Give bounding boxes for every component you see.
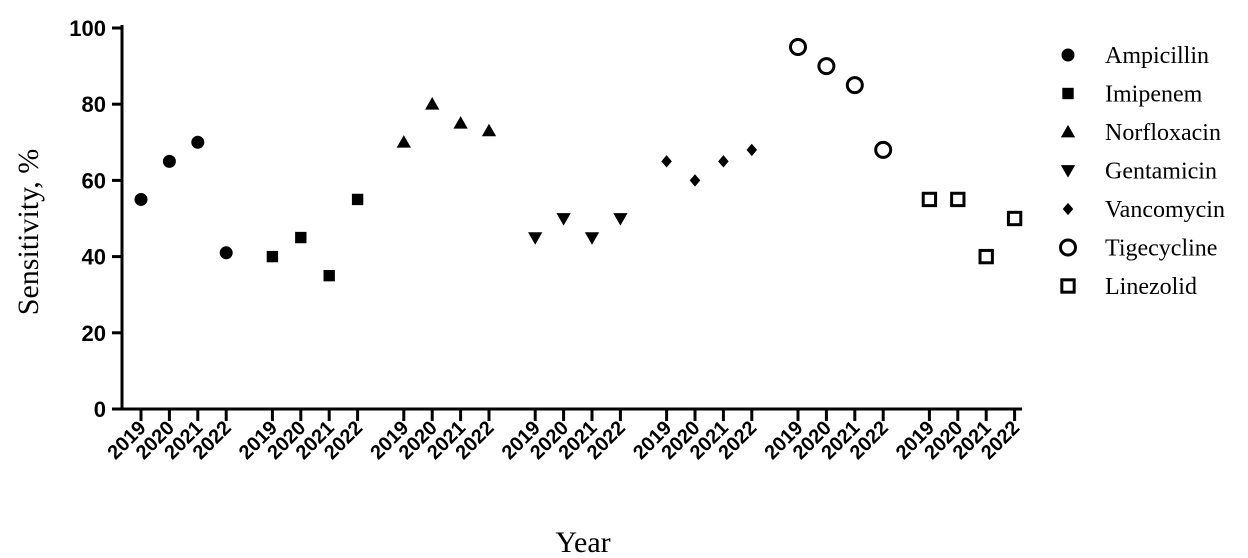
data-point-linezolid bbox=[921, 191, 938, 208]
legend-marker-ampicillin bbox=[1061, 48, 1075, 62]
data-point-ampicillin bbox=[191, 135, 205, 149]
data-point-vancomycin bbox=[661, 155, 672, 168]
legend-label-gentamicin: Gentamicin bbox=[1105, 159, 1217, 185]
legend-marker-tigecycline bbox=[1059, 238, 1077, 257]
y-tick-label: 20 bbox=[82, 321, 106, 346]
data-point-linezolid bbox=[1006, 210, 1023, 227]
legend-marker-linezolid bbox=[1060, 278, 1076, 294]
data-point-vancomycin bbox=[746, 143, 758, 157]
data-point-ampicillin bbox=[134, 192, 148, 206]
data-point-norfloxacin bbox=[481, 123, 497, 137]
data-point-vancomycin bbox=[718, 155, 729, 168]
data-point-imipenem bbox=[266, 250, 279, 263]
data-point-ampicillin bbox=[219, 246, 233, 260]
data-point-gentamicin bbox=[584, 232, 600, 245]
data-point-linezolid bbox=[978, 248, 994, 265]
legend-label-linezolid: Linezolid bbox=[1105, 274, 1197, 300]
data-point-tigecycline bbox=[789, 38, 807, 57]
y-tick-label: 60 bbox=[82, 168, 106, 193]
legend-label-norfloxacin: Norfloxacin bbox=[1105, 120, 1221, 146]
data-point-norfloxacin bbox=[453, 116, 468, 129]
data-points bbox=[134, 38, 1023, 282]
y-tick-label: 80 bbox=[82, 92, 106, 117]
y-tick-label: 40 bbox=[82, 245, 106, 270]
data-point-tigecycline bbox=[817, 57, 836, 76]
data-point-linezolid bbox=[950, 191, 966, 208]
axes bbox=[112, 25, 1022, 421]
data-point-norfloxacin bbox=[396, 135, 411, 148]
data-point-imipenem bbox=[323, 269, 335, 282]
data-point-gentamicin bbox=[556, 213, 571, 226]
legend-label-vancomycin: Vancomycin bbox=[1105, 197, 1225, 223]
y-tick-label: 100 bbox=[69, 16, 106, 41]
legend-marker-norfloxacin bbox=[1060, 124, 1076, 138]
data-point-tigecycline bbox=[845, 76, 864, 95]
y-tick-label: 0 bbox=[94, 397, 106, 422]
data-point-gentamicin bbox=[613, 213, 628, 226]
data-point-tigecycline bbox=[874, 140, 893, 159]
data-point-gentamicin bbox=[528, 232, 543, 245]
legend-label-tigecycline: Tigecycline bbox=[1105, 236, 1217, 262]
data-point-norfloxacin bbox=[425, 97, 440, 110]
data-point-vancomycin bbox=[689, 174, 701, 187]
data-point-ampicillin bbox=[162, 154, 176, 168]
legend: Ampicillin Imipenem Norfloxacin Gentamicin V… bbox=[1059, 43, 1225, 300]
legend-marker-gentamicin bbox=[1060, 165, 1076, 178]
x-axis-title: Year bbox=[555, 526, 610, 558]
legend-marker-imipenem bbox=[1062, 87, 1074, 100]
legend-label-ampicillin: Ampicillin bbox=[1105, 43, 1209, 69]
legend-marker-vancomycin bbox=[1062, 202, 1074, 216]
y-axis-title: Sensitivity, % bbox=[12, 149, 45, 315]
legend-label-imipenem: Imipenem bbox=[1105, 82, 1203, 108]
data-point-imipenem bbox=[295, 231, 307, 244]
data-point-imipenem bbox=[351, 193, 364, 206]
